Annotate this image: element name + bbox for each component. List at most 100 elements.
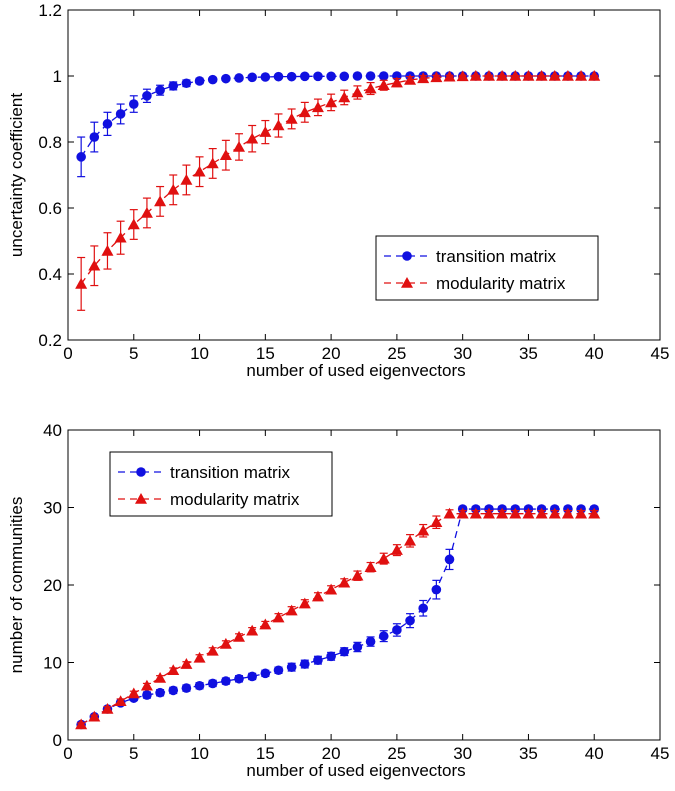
data-point	[338, 576, 351, 588]
data-point	[76, 152, 86, 162]
legend-box	[109, 451, 333, 517]
legend-marker	[136, 467, 146, 477]
data-point	[311, 101, 324, 113]
data-point	[404, 73, 417, 85]
data-point	[352, 71, 363, 81]
data-point	[418, 603, 429, 614]
data-point	[392, 625, 402, 635]
data-point	[88, 710, 101, 722]
legend-marker	[402, 251, 412, 261]
data-point	[114, 695, 127, 707]
data-point	[417, 524, 430, 536]
data-point	[142, 91, 152, 101]
data-point	[155, 85, 165, 95]
chart-panel-1: 0 5 10 15 20 25 30 35 40 45 0.2 0.4 0.6 0.8 1 1.2 number…	[7, 1, 669, 380]
data-point	[482, 70, 495, 81]
data-point	[351, 86, 364, 98]
data-point	[89, 132, 100, 142]
y-axis-label: uncertainty coefficient	[7, 93, 26, 257]
series-modularity	[75, 507, 601, 730]
data-point	[469, 70, 482, 81]
data-point	[272, 611, 285, 623]
data-point	[535, 70, 548, 81]
data-point	[404, 534, 417, 546]
x-tick-label: 40	[585, 344, 604, 363]
y-tick-label: 1.2	[38, 1, 62, 20]
legend-label: modularity matrix	[436, 274, 566, 293]
data-point	[326, 651, 336, 662]
data-point	[352, 642, 363, 652]
data-point	[522, 70, 535, 81]
data-point	[221, 73, 231, 84]
series-modularity	[75, 70, 601, 311]
data-point	[509, 507, 522, 519]
data-point	[443, 507, 456, 519]
data-point	[168, 685, 179, 696]
data-point	[339, 71, 350, 82]
data-point	[286, 662, 297, 672]
x-tick-label: 35	[519, 744, 538, 763]
series-transition	[76, 504, 600, 730]
data-point	[167, 664, 180, 676]
data-point	[234, 73, 244, 83]
data-point	[75, 277, 88, 289]
series-line	[80, 508, 595, 726]
data-point	[286, 71, 297, 82]
data-point	[588, 70, 601, 81]
legend-marker	[135, 493, 147, 504]
x-tick-label: 45	[651, 744, 670, 763]
x-tick-label: 5	[129, 744, 138, 763]
data-point	[194, 76, 205, 86]
data-point	[234, 673, 244, 684]
data-point	[181, 78, 192, 89]
plot-frame	[67, 9, 661, 341]
data-point	[207, 678, 218, 689]
data-point	[561, 70, 574, 81]
data-point	[246, 132, 259, 144]
x-tick-label: 0	[63, 744, 72, 763]
data-point	[154, 195, 167, 207]
legend-box	[375, 235, 599, 301]
y-tick-label: 0.2	[38, 331, 62, 350]
x-axis-label: number of used eigenvectors	[246, 361, 465, 380]
legend: transition matrix modularity matrix	[109, 451, 333, 517]
data-point	[285, 604, 298, 616]
y-tick-label: 40	[43, 421, 62, 440]
data-point	[496, 70, 509, 81]
charts-container: 0 5 10 15 20 25 30 35 40 45 0.2 0.4 0.6 0.8 1 1.2 number…	[7, 1, 669, 780]
data-point	[233, 630, 246, 642]
legend-marker	[401, 277, 413, 288]
data-point	[233, 140, 246, 152]
data-point	[298, 597, 311, 609]
data-point	[548, 70, 561, 81]
data-point	[377, 79, 390, 91]
data-point	[180, 658, 193, 669]
data-point	[313, 655, 323, 665]
y-tick-label: 0.4	[38, 265, 62, 284]
data-point	[154, 672, 167, 683]
data-point	[325, 583, 338, 595]
data-point	[260, 72, 271, 82]
data-point	[114, 231, 127, 243]
data-point	[338, 91, 351, 103]
data-point	[339, 646, 350, 657]
series-line	[80, 513, 595, 726]
x-tick-label: 30	[453, 344, 472, 363]
data-point	[260, 668, 271, 679]
series-line	[80, 75, 595, 285]
data-point	[207, 74, 218, 85]
x-tick-label: 15	[256, 344, 275, 363]
data-point	[128, 99, 139, 109]
x-tick-label: 20	[322, 744, 341, 763]
data-point	[509, 70, 522, 81]
data-point	[575, 70, 588, 81]
data-point	[522, 507, 535, 519]
data-point	[535, 507, 548, 519]
data-point	[285, 112, 298, 124]
data-point	[127, 218, 140, 230]
data-point	[247, 72, 257, 83]
data-point	[273, 71, 284, 82]
data-point	[456, 507, 469, 519]
y-axis-label: number of communities	[7, 497, 26, 674]
y-tick-label: 30	[43, 499, 62, 518]
